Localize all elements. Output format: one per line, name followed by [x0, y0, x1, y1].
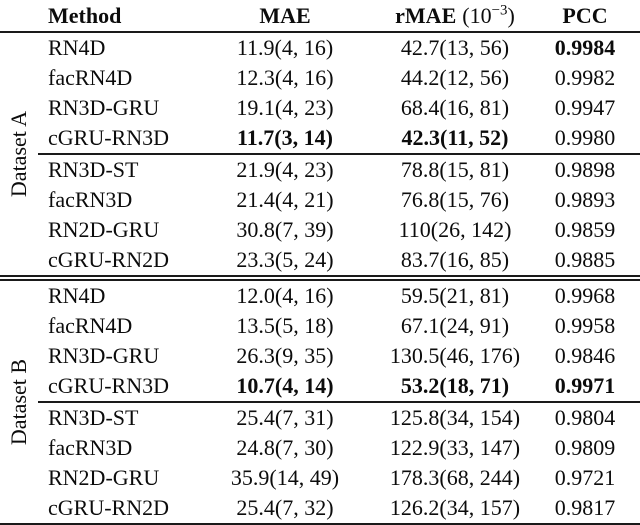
method-cell: cGRU-RN2D [48, 247, 169, 272]
rmae-cell: 53.2(18, 71) [400, 373, 510, 398]
method-cell: RN3D-GRU [48, 343, 160, 368]
rmae-cell: 44.2(12, 56) [400, 65, 510, 90]
pcc-cell: 0.9984 [554, 35, 616, 60]
method-cell: RN4D [48, 35, 106, 60]
pcc-cell: 0.9804 [554, 405, 616, 430]
mae-cell: 35.9(14, 49) [230, 465, 340, 490]
pcc-cell: 0.9817 [554, 495, 616, 520]
mae-cell: 12.3(4, 16) [236, 65, 334, 90]
column-header-rmae: rMAE (10−3) [380, 2, 530, 28]
rmae-cell: 125.8(34, 154) [389, 405, 521, 430]
method-cell: cGRU-RN3D [48, 125, 169, 150]
table-row: RN4D 11.9(4, 16) 42.7(13, 56) 0.9984 [38, 33, 640, 63]
method-cell: RN2D-GRU [48, 217, 160, 242]
mae-cell: 11.7(3, 14) [237, 125, 333, 150]
method-cell: RN3D-ST [48, 405, 139, 430]
mae-cell: 21.4(4, 21) [236, 187, 334, 212]
method-cell: RN4D [48, 283, 106, 308]
bottom-rule [0, 523, 640, 525]
rmae-cell: 42.7(13, 56) [400, 35, 510, 60]
dataset-a-mid-rule [38, 153, 640, 155]
method-cell: cGRU-RN3D [48, 373, 169, 398]
mae-cell: 13.5(5, 18) [236, 313, 334, 338]
mae-cell: 11.9(4, 16) [236, 35, 334, 60]
table-row: RN3D-ST 25.4(7, 31) 125.8(34, 154) 0.980… [38, 403, 640, 433]
rmae-cell: 59.5(21, 81) [400, 283, 510, 308]
method-cell: cGRU-RN2D [48, 495, 169, 520]
rmae-cell: 68.4(16, 81) [400, 95, 510, 120]
table-header-row: Method MAE rMAE (10−3) PCC [38, 0, 640, 31]
method-cell: facRN4D [48, 313, 133, 338]
pcc-cell: 0.9971 [554, 373, 616, 398]
mae-cell: 10.7(4, 14) [236, 373, 334, 398]
table-row: facRN3D 24.8(7, 30) 122.9(33, 147) 0.980… [38, 433, 640, 463]
pcc-cell: 0.9721 [554, 465, 616, 490]
table-row: cGRU-RN2D 23.3(5, 24) 83.7(16, 85) 0.988… [38, 245, 640, 275]
mae-cell: 24.8(7, 30) [236, 435, 334, 460]
table-row: RN3D-ST 21.9(4, 23) 78.8(15, 81) 0.9898 [38, 155, 640, 185]
pcc-cell: 0.9893 [554, 187, 616, 212]
pcc-cell: 0.9982 [554, 65, 616, 90]
table-row: RN3D-GRU 19.1(4, 23) 68.4(16, 81) 0.9947 [38, 93, 640, 123]
mae-cell: 23.3(5, 24) [236, 247, 334, 272]
method-cell: facRN3D [48, 187, 133, 212]
table-row: RN4D 12.0(4, 16) 59.5(21, 81) 0.9968 [38, 281, 640, 311]
pcc-cell: 0.9947 [554, 95, 616, 120]
rmae-cell: 178.3(68, 244) [389, 465, 521, 490]
table-row: facRN4D 12.3(4, 16) 44.2(12, 56) 0.9982 [38, 63, 640, 93]
header-rule [0, 31, 640, 33]
pcc-cell: 0.9958 [554, 313, 616, 338]
column-header-method: Method [48, 2, 122, 28]
table-row: cGRU-RN3D 11.7(3, 14) 42.3(11, 52) 0.998… [38, 123, 640, 153]
table-row: RN2D-GRU 35.9(14, 49) 178.3(68, 244) 0.9… [38, 463, 640, 493]
pcc-cell: 0.9846 [554, 343, 616, 368]
method-cell: RN3D-ST [48, 157, 139, 182]
method-cell: facRN4D [48, 65, 133, 90]
table-row: facRN4D 13.5(5, 18) 67.1(24, 91) 0.9958 [38, 311, 640, 341]
pcc-cell: 0.9859 [554, 217, 616, 242]
table-row: RN2D-GRU 30.8(7, 39) 110(26, 142) 0.9859 [38, 215, 640, 245]
mae-cell: 25.4(7, 31) [236, 405, 334, 430]
rmae-cell: 67.1(24, 91) [400, 313, 510, 338]
pcc-cell: 0.9980 [554, 125, 616, 150]
table-row: cGRU-RN3D 10.7(4, 14) 53.2(18, 71) 0.997… [38, 371, 640, 401]
method-cell: facRN3D [48, 435, 133, 460]
rmae-cell: 42.3(11, 52) [401, 125, 509, 150]
method-cell: RN3D-GRU [48, 95, 160, 120]
mae-cell: 25.4(7, 32) [236, 495, 334, 520]
dataset-b-mid-rule [38, 401, 640, 403]
column-header-pcc: PCC [562, 2, 608, 28]
rmae-cell: 122.9(33, 147) [389, 435, 521, 460]
table-row: RN3D-GRU 26.3(9, 35) 130.5(46, 176) 0.98… [38, 341, 640, 371]
dataset-a-group-label: Dataset A [0, 33, 38, 275]
pcc-cell: 0.9885 [554, 247, 616, 272]
rmae-cell: 78.8(15, 81) [400, 157, 510, 182]
rmae-cell: 83.7(16, 85) [400, 247, 510, 272]
mae-cell: 21.9(4, 23) [236, 157, 334, 182]
rmae-cell: 110(26, 142) [398, 217, 512, 242]
table-row: facRN3D 21.4(4, 21) 76.8(15, 76) 0.9893 [38, 185, 640, 215]
rmae-cell: 76.8(15, 76) [400, 187, 510, 212]
pcc-cell: 0.9968 [554, 283, 616, 308]
pcc-cell: 0.9809 [554, 435, 616, 460]
method-cell: RN2D-GRU [48, 465, 160, 490]
rmae-header-unit: (10−3) [462, 2, 515, 28]
dataset-separator-double-rule [0, 275, 640, 281]
rmae-cell: 130.5(46, 176) [389, 343, 521, 368]
pcc-cell: 0.9898 [554, 157, 616, 182]
mae-cell: 19.1(4, 23) [236, 95, 334, 120]
dataset-b-group-label: Dataset B [0, 281, 38, 523]
mae-cell: 26.3(9, 35) [236, 343, 334, 368]
column-header-mae: MAE [259, 2, 311, 28]
mae-cell: 12.0(4, 16) [236, 283, 334, 308]
mae-cell: 30.8(7, 39) [236, 217, 334, 242]
dataset-b-label-text: Dataset B [6, 358, 31, 446]
dataset-a-label-text: Dataset A [6, 110, 31, 198]
rmae-cell: 126.2(34, 157) [389, 495, 521, 520]
table-row: cGRU-RN2D 25.4(7, 32) 126.2(34, 157) 0.9… [38, 493, 640, 523]
rmae-header-label: rMAE [395, 2, 457, 28]
